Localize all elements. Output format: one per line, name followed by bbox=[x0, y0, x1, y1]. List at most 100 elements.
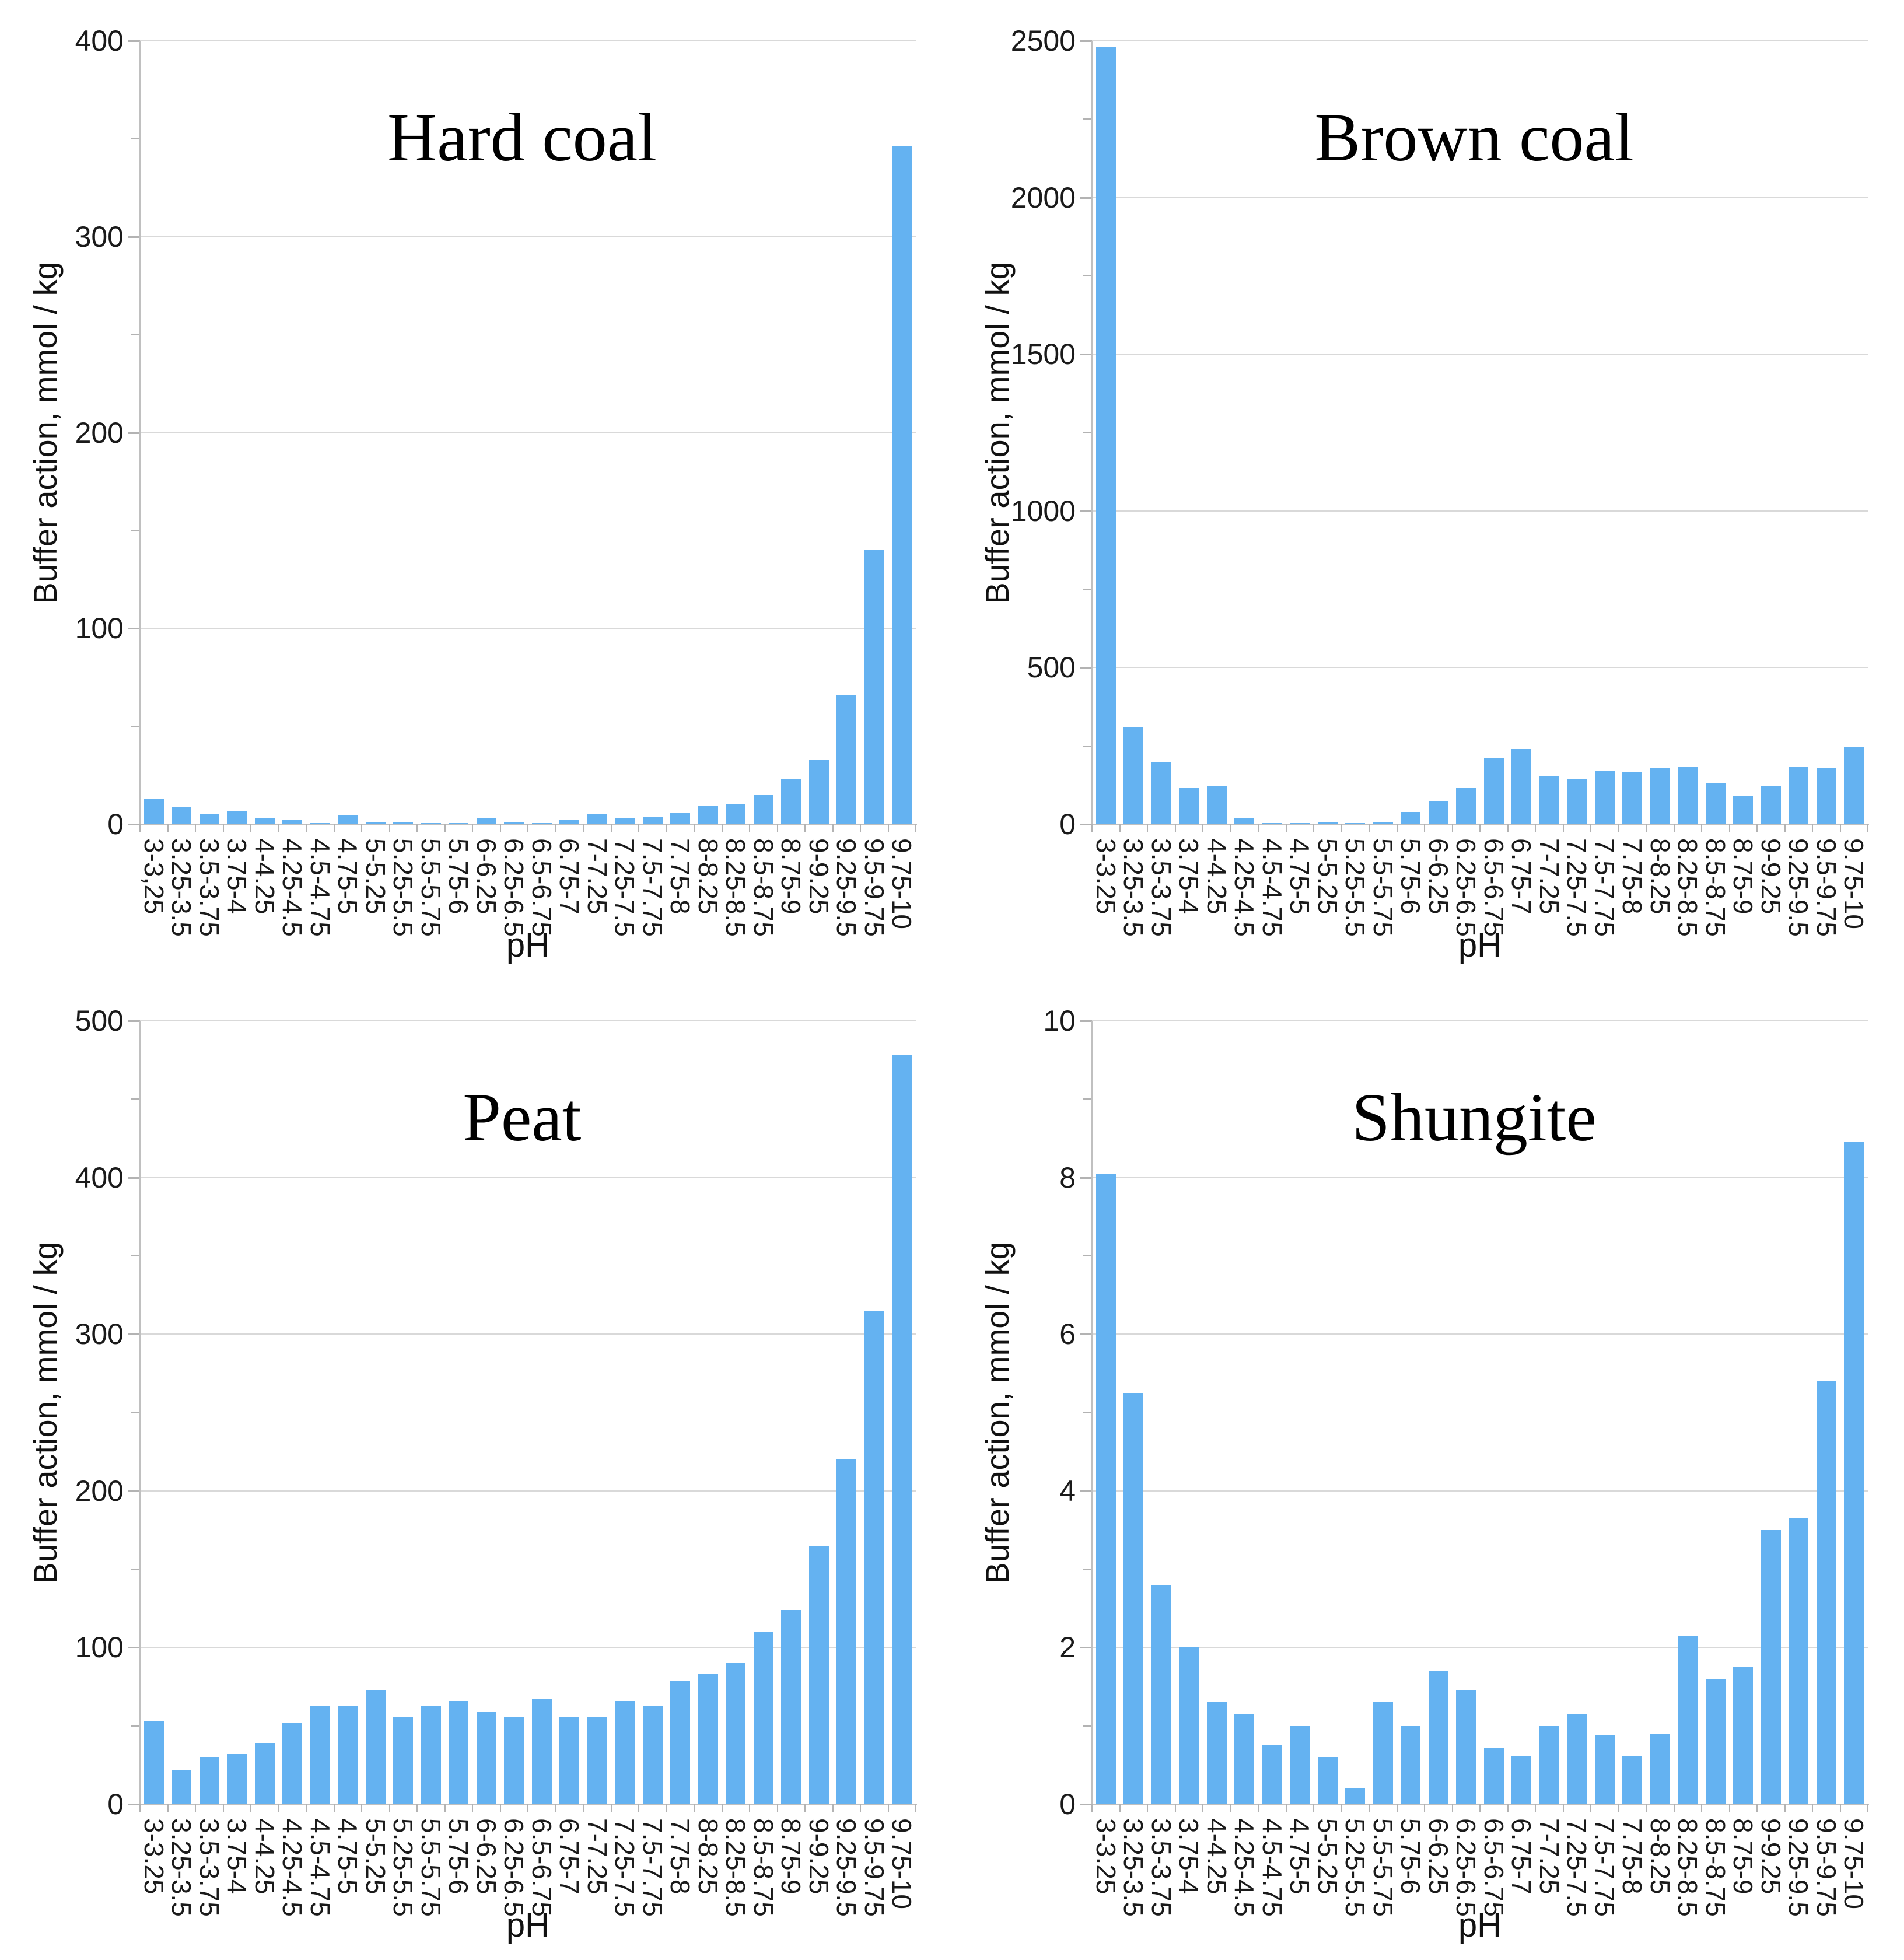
y-tick-label: 1500 bbox=[1010, 338, 1076, 371]
bar-9.5-9.75 bbox=[1816, 768, 1836, 824]
x-tick bbox=[1258, 1804, 1259, 1812]
y-gridline bbox=[140, 236, 916, 237]
x-tick-label: 3.25-3.5 bbox=[166, 1818, 197, 1917]
x-tick-label: 5.25-5.5 bbox=[388, 1818, 419, 1917]
bar-4.75-5 bbox=[338, 1705, 358, 1804]
x-tick-label: 8.25-8.5 bbox=[1672, 1818, 1703, 1917]
x-tick-label: 8.5-8.75 bbox=[1700, 1818, 1731, 1917]
bar-3.75-4 bbox=[1179, 788, 1199, 824]
bar-9.5-9.75 bbox=[864, 1310, 884, 1804]
x-tick bbox=[416, 1804, 418, 1812]
x-tick-label: 3.75-4 bbox=[1174, 1818, 1205, 1895]
x-tick bbox=[1119, 824, 1121, 832]
x-tick-label: 8.25-8.5 bbox=[720, 1818, 751, 1917]
x-tick-label: 6.75-7 bbox=[1506, 1818, 1537, 1895]
y-axis-line bbox=[1091, 41, 1093, 825]
y-axis-title: Buffer action, mmol / kg bbox=[979, 1241, 1016, 1584]
y-major-tick bbox=[1080, 1490, 1092, 1492]
y-minor-tick bbox=[1083, 745, 1092, 747]
y-gridline bbox=[1092, 1490, 1868, 1492]
x-tick-label: 7.75-8 bbox=[1617, 838, 1648, 915]
x-tick-label: 6.25-6.5 bbox=[1451, 838, 1482, 937]
x-tick bbox=[1507, 1804, 1508, 1812]
bar-5.75-6 bbox=[449, 1700, 469, 1804]
bar-4-4.25 bbox=[254, 1743, 275, 1804]
y-tick-label: 500 bbox=[1027, 651, 1076, 684]
bar-6.75-7 bbox=[1511, 749, 1532, 824]
x-tick bbox=[721, 824, 723, 832]
x-tick-label: 5-5.25 bbox=[1312, 838, 1343, 915]
bar-6.5-6.75 bbox=[531, 823, 552, 824]
x-tick-label: 4-4.25 bbox=[1201, 838, 1232, 915]
y-tick-label: 400 bbox=[75, 1161, 124, 1194]
bar-9.5-9.75 bbox=[1816, 1381, 1836, 1804]
x-tick-label: 6-6.25 bbox=[471, 1818, 502, 1895]
bar-6-6.25 bbox=[1428, 1671, 1448, 1804]
x-tick-label: 5.75-6 bbox=[1395, 838, 1426, 915]
y-minor-tick bbox=[131, 1098, 140, 1100]
x-tick-label: 8.5-8.75 bbox=[748, 1818, 779, 1917]
x-tick bbox=[1285, 1804, 1287, 1812]
x-tick-label: 7.5-7.75 bbox=[1589, 1818, 1620, 1917]
bar-8.5-8.75 bbox=[1705, 783, 1726, 824]
bar-3.25-3.5 bbox=[172, 1769, 192, 1804]
x-tick-label: 4.75-5 bbox=[1284, 1818, 1315, 1895]
x-tick bbox=[1728, 1804, 1730, 1812]
x-tick bbox=[1673, 824, 1675, 832]
x-tick-label: 5.75-6 bbox=[443, 1818, 474, 1895]
x-tick bbox=[832, 824, 834, 832]
bar-5.5-5.75 bbox=[421, 823, 441, 824]
y-major-tick bbox=[1080, 197, 1092, 199]
bar-3.75-4 bbox=[227, 811, 247, 824]
bar-7.75-8 bbox=[1622, 771, 1643, 824]
x-tick-label: 7.25-7.5 bbox=[1562, 838, 1592, 937]
x-tick-label: 9.5-9.75 bbox=[859, 838, 890, 937]
x-tick-label: 7-7.25 bbox=[1534, 838, 1564, 915]
bar-4.25-4.5 bbox=[282, 1723, 303, 1804]
x-tick bbox=[1202, 1804, 1203, 1812]
y-gridline bbox=[140, 1647, 916, 1648]
x-tick-label: 6.5-6.75 bbox=[1478, 1818, 1509, 1917]
y-gridline bbox=[140, 1177, 916, 1178]
x-tick bbox=[1646, 824, 1647, 832]
bar-7.5-7.75 bbox=[1594, 1735, 1615, 1804]
y-gridline bbox=[140, 628, 916, 629]
bar-5.25-5.5 bbox=[1345, 1788, 1366, 1804]
bar-4-4.25 bbox=[254, 818, 275, 824]
x-tick-label: 7-7.25 bbox=[582, 1818, 612, 1895]
y-major-tick bbox=[128, 1334, 140, 1336]
bar-8.25-8.5 bbox=[726, 803, 746, 824]
x-tick-label: 4-4.25 bbox=[249, 838, 280, 915]
y-major-tick bbox=[1080, 1334, 1092, 1336]
x-tick bbox=[222, 824, 224, 832]
x-tick-label: 4.75-5 bbox=[1284, 838, 1315, 915]
x-tick-label: 3.25-3.5 bbox=[166, 838, 197, 937]
x-tick-label: 4.25-4.5 bbox=[277, 1818, 308, 1917]
bar-3-3.25 bbox=[144, 1721, 164, 1804]
x-tick bbox=[1174, 1804, 1176, 1812]
y-major-tick bbox=[128, 1177, 140, 1179]
x-tick-label: 9.25-9.5 bbox=[831, 838, 862, 937]
x-tick-label: 6.75-7 bbox=[554, 1818, 585, 1895]
bar-6.75-7 bbox=[559, 1716, 580, 1804]
y-axis-line bbox=[139, 1021, 141, 1805]
bar-7-7.25 bbox=[587, 1716, 607, 1804]
x-tick bbox=[832, 1804, 834, 1812]
bar-6-6.25 bbox=[476, 818, 496, 824]
y-gridline bbox=[1092, 1020, 1868, 1021]
x-tick-label: 9.5-9.75 bbox=[1811, 1818, 1842, 1917]
bar-3.75-4 bbox=[1179, 1647, 1199, 1804]
y-tick-label: 2 bbox=[1059, 1631, 1076, 1664]
x-tick-label: 4.25-4.5 bbox=[1229, 1818, 1260, 1917]
y-axis-title: Buffer action, mmol / kg bbox=[979, 261, 1016, 604]
bar-6.25-6.5 bbox=[504, 821, 524, 824]
y-major-tick bbox=[128, 1647, 140, 1649]
bar-5-5.25 bbox=[1317, 1757, 1338, 1804]
y-minor-tick bbox=[131, 726, 140, 727]
bar-9-9.25 bbox=[808, 760, 829, 824]
x-tick bbox=[749, 1804, 750, 1812]
x-tick bbox=[1562, 824, 1564, 832]
y-gridline bbox=[140, 40, 916, 41]
x-tick-label: 9.75-10 bbox=[1839, 1818, 1870, 1910]
bar-6-6.25 bbox=[476, 1712, 496, 1804]
